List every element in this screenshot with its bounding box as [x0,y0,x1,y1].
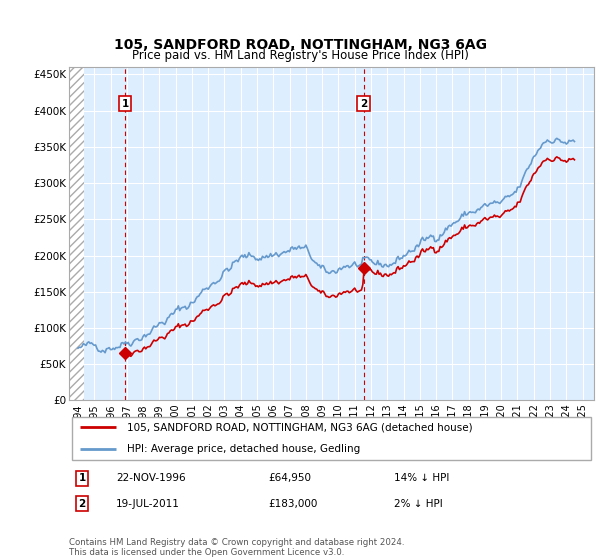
Text: 1: 1 [79,473,86,483]
Bar [69,67,83,400]
Text: £183,000: £183,000 [269,498,318,508]
Text: Contains HM Land Registry data © Crown copyright and database right 2024.
This d: Contains HM Land Registry data © Crown c… [69,538,404,557]
Text: 1: 1 [122,99,129,109]
Text: 2: 2 [79,498,86,508]
Text: 14% ↓ HPI: 14% ↓ HPI [395,473,450,483]
Text: Price paid vs. HM Land Registry's House Price Index (HPI): Price paid vs. HM Land Registry's House … [131,49,469,62]
Text: HPI: Average price, detached house, Gedling: HPI: Average price, detached house, Gedl… [127,444,360,454]
Text: 105, SANDFORD ROAD, NOTTINGHAM, NG3 6AG (detached house): 105, SANDFORD ROAD, NOTTINGHAM, NG3 6AG … [127,422,472,432]
Text: 2% ↓ HPI: 2% ↓ HPI [395,498,443,508]
Text: 19-JUL-2011: 19-JUL-2011 [116,498,180,508]
Text: 105, SANDFORD ROAD, NOTTINGHAM, NG3 6AG: 105, SANDFORD ROAD, NOTTINGHAM, NG3 6AG [113,38,487,52]
FancyBboxPatch shape [71,417,592,460]
Text: 2: 2 [360,99,367,109]
Text: 22-NOV-1996: 22-NOV-1996 [116,473,186,483]
Text: £64,950: £64,950 [269,473,311,483]
